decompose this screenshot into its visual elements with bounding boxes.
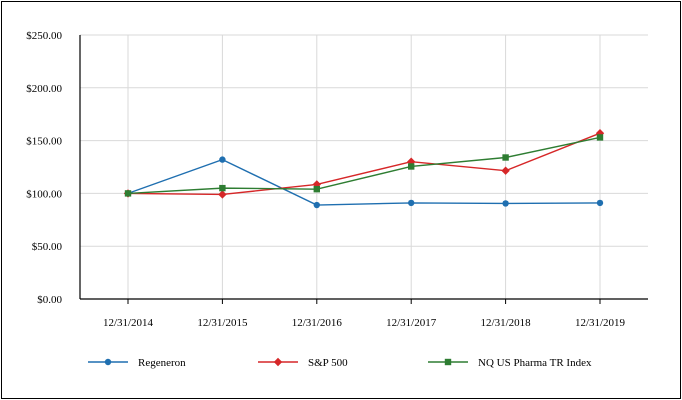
data-point xyxy=(408,163,415,170)
y-tick-label: $50.00 xyxy=(32,241,63,253)
series-line-1 xyxy=(127,158,601,206)
x-tick-label: 12/31/2014 xyxy=(103,317,154,329)
data-point xyxy=(124,190,132,197)
y-tick-label: $0.00 xyxy=(37,294,62,306)
data-point xyxy=(596,199,604,207)
data-point xyxy=(408,199,415,207)
y-tick-label: $150.00 xyxy=(26,136,62,148)
data-point xyxy=(502,200,509,207)
legend-marker xyxy=(444,358,452,366)
legend-label: Regeneron xyxy=(138,357,186,369)
data-point xyxy=(501,166,510,175)
data-point xyxy=(313,201,320,209)
legend-marker xyxy=(104,358,112,366)
x-tick-label: 12/31/2019 xyxy=(575,317,626,329)
data-point xyxy=(313,185,320,193)
x-tick-label: 12/31/2015 xyxy=(197,317,248,329)
legend-marker xyxy=(273,357,283,367)
data-point xyxy=(219,184,226,192)
series-line-2 xyxy=(127,132,601,196)
legend-label: S&P 500 xyxy=(308,357,348,369)
y-tick-label: $200.00 xyxy=(26,83,62,95)
data-point xyxy=(218,190,227,199)
legend-label: NQ US Pharma TR Index xyxy=(478,357,592,369)
data-point xyxy=(502,154,509,161)
x-tick-label: 12/31/2018 xyxy=(481,317,532,329)
y-tick-label: $100.00 xyxy=(26,188,62,200)
series-line-3 xyxy=(127,136,601,195)
y-tick-label: $250.00 xyxy=(26,30,62,42)
x-tick-label: 12/31/2017 xyxy=(386,317,437,329)
x-tick-label: 12/31/2016 xyxy=(292,317,343,329)
data-point xyxy=(219,156,226,163)
data-point xyxy=(596,134,604,141)
